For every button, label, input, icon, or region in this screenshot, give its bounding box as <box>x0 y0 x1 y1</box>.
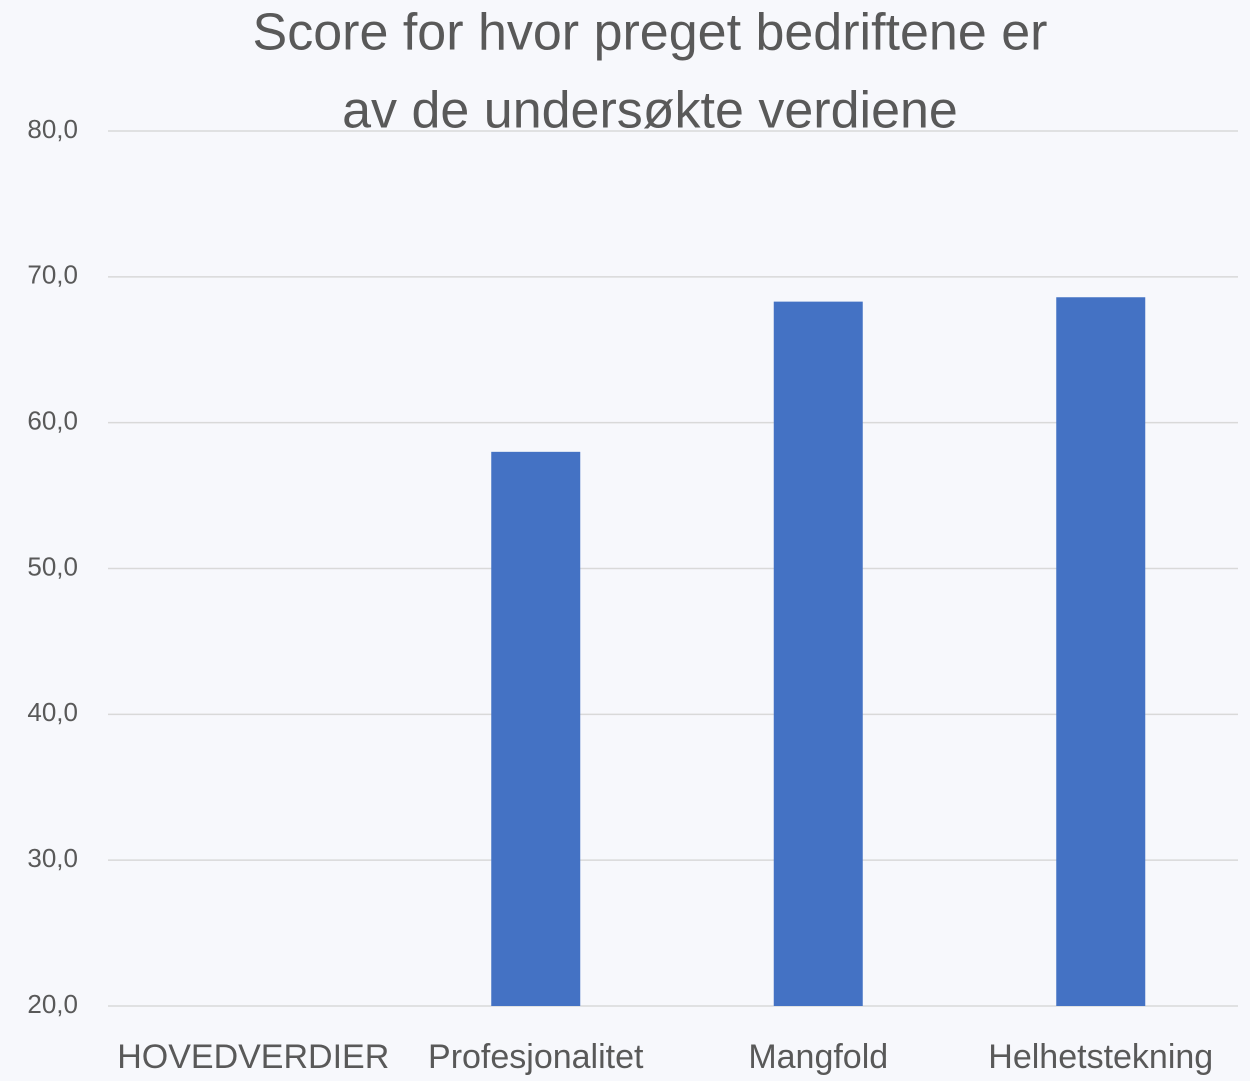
chart-title: Score for hvor preget bedriftene er <box>253 4 1048 62</box>
y-tick-label: 80,0 <box>27 114 78 144</box>
y-tick-label: 50,0 <box>27 551 78 581</box>
y-tick-label: 30,0 <box>27 843 78 873</box>
bar <box>773 301 863 1006</box>
y-tick-label: 60,0 <box>27 406 78 436</box>
bar <box>1056 297 1146 1006</box>
chart-title: av de undersøkte verdiene <box>342 82 958 140</box>
bar <box>491 451 581 1006</box>
x-tick-label: Mangfold <box>748 1038 888 1076</box>
y-tick-label: 20,0 <box>27 989 78 1019</box>
y-tick-label: 70,0 <box>27 260 78 290</box>
x-tick-label: Profesjonalitet <box>428 1038 644 1076</box>
x-tick-label: Helhetstekning <box>988 1038 1213 1076</box>
y-tick-label: 40,0 <box>27 697 78 727</box>
x-tick-label: HOVEDVERDIER <box>117 1038 389 1076</box>
